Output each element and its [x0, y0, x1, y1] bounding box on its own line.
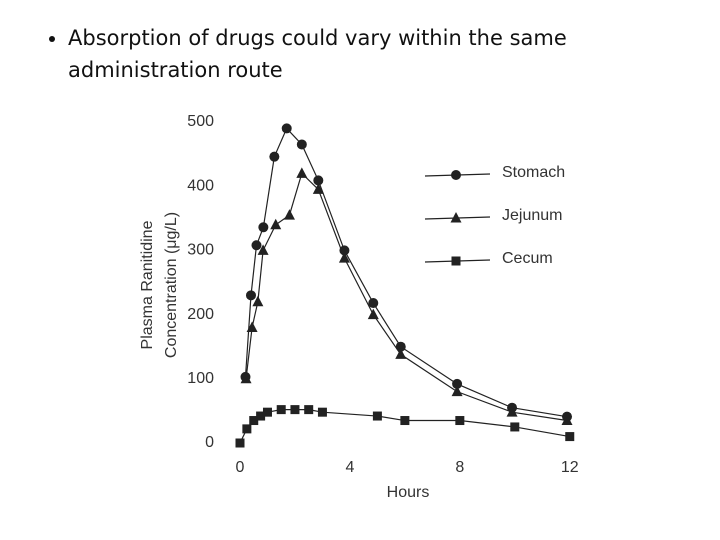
- marker: [317, 407, 327, 417]
- y-tick-label: 100: [187, 370, 214, 387]
- legend-marker: [451, 256, 461, 266]
- legend-marker: [451, 170, 461, 180]
- marker: [257, 244, 269, 255]
- marker: [313, 175, 324, 186]
- marker: [258, 222, 269, 233]
- marker: [304, 405, 314, 415]
- marker: [296, 139, 307, 150]
- marker: [276, 405, 286, 415]
- marker: [312, 183, 324, 194]
- marker: [455, 416, 465, 426]
- bullet-list: Absorption of drugs could vary within th…: [40, 22, 688, 86]
- marker: [400, 416, 410, 426]
- marker: [270, 218, 282, 230]
- series-line: [239, 409, 570, 444]
- marker: [256, 411, 266, 421]
- marker: [368, 298, 379, 309]
- marker: [395, 348, 407, 359]
- y-tick-label: 500: [187, 113, 214, 130]
- bullet: Absorption of drugs could vary within th…: [68, 22, 688, 86]
- marker: [281, 123, 292, 134]
- x-axis-label: Hours: [387, 484, 430, 501]
- legend-label: Stomach: [502, 164, 565, 181]
- marker: [372, 411, 382, 421]
- series-line: [245, 172, 568, 422]
- marker: [269, 151, 280, 162]
- marker: [246, 321, 258, 332]
- marker: [367, 308, 379, 320]
- marker: [251, 240, 262, 251]
- marker: [235, 438, 245, 448]
- legend-marker: [450, 212, 462, 223]
- y-tick-label: 200: [187, 306, 214, 323]
- y-tick-label: 0: [205, 434, 214, 451]
- marker: [451, 385, 463, 397]
- marker: [283, 209, 295, 220]
- marker: [249, 416, 259, 426]
- marker: [252, 295, 264, 307]
- marker: [290, 405, 300, 415]
- marker: [452, 378, 463, 389]
- marker: [262, 407, 272, 417]
- marker: [510, 422, 520, 432]
- marker: [506, 406, 518, 417]
- y-tick-label: 400: [187, 177, 214, 194]
- legend-label: Jejunum: [502, 207, 562, 224]
- marker: [561, 414, 573, 426]
- y-tick-label: 300: [187, 242, 214, 259]
- x-tick-label: 8: [455, 459, 464, 476]
- marker: [296, 167, 308, 178]
- marker: [395, 341, 406, 352]
- legend-label: Cecum: [502, 250, 553, 267]
- x-tick-label: 4: [345, 459, 354, 476]
- marker: [240, 372, 252, 384]
- x-tick-label: 12: [561, 459, 579, 476]
- marker: [338, 252, 350, 263]
- y-axis-label: Plasma Ranitidine: [139, 220, 156, 349]
- x-tick-label: 0: [236, 459, 245, 476]
- marker: [242, 424, 252, 434]
- y-axis-label: Concentration (μg/L): [163, 212, 180, 358]
- marker: [565, 432, 575, 442]
- marker: [245, 290, 256, 301]
